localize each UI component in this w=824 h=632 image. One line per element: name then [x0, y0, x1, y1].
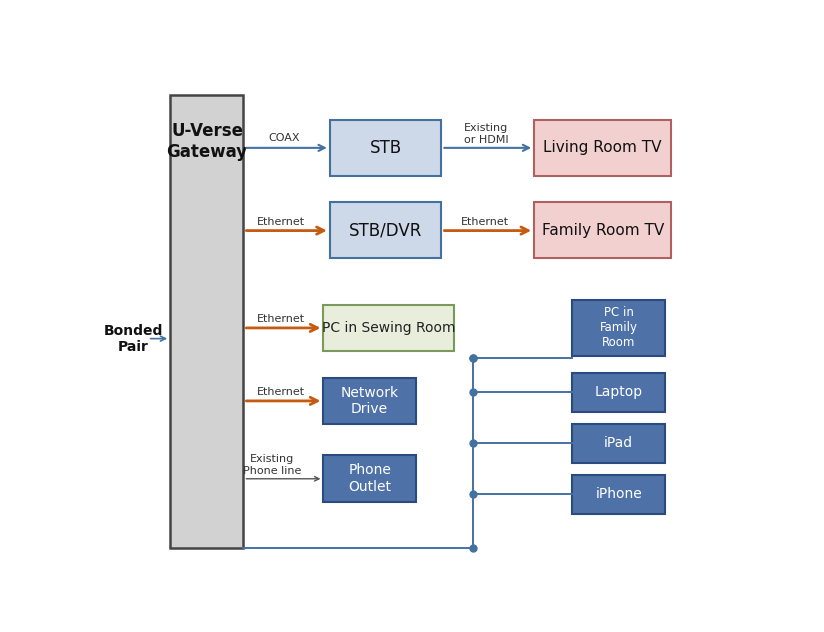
Bar	[573, 475, 665, 514]
Bar	[323, 377, 416, 424]
Text: iPhone: iPhone	[595, 487, 642, 501]
Text: Ethernet: Ethernet	[256, 387, 305, 397]
Bar	[330, 119, 442, 176]
Text: PC in Sewing Room: PC in Sewing Room	[322, 320, 456, 335]
Text: STB/DVR: STB/DVR	[349, 221, 422, 240]
Text: PC in
Family
Room: PC in Family Room	[600, 306, 638, 349]
Text: Ethernet: Ethernet	[256, 217, 305, 227]
Text: Laptop: Laptop	[595, 385, 643, 399]
Text: Ethernet: Ethernet	[461, 217, 509, 227]
Text: Living Room TV: Living Room TV	[544, 140, 662, 155]
Bar	[573, 300, 665, 356]
Bar	[534, 202, 672, 258]
Bar	[534, 119, 672, 176]
Text: Phone
Outlet: Phone Outlet	[348, 463, 391, 494]
Bar	[573, 424, 665, 463]
Text: iPad: iPad	[604, 436, 633, 450]
Bar	[323, 456, 416, 502]
Text: STB: STB	[369, 138, 401, 157]
Text: U-Verse
Gateway: U-Verse Gateway	[166, 122, 248, 161]
Bar	[573, 373, 665, 411]
Text: Network
Drive: Network Drive	[340, 386, 399, 416]
Text: COAX: COAX	[268, 133, 299, 143]
Text: Existing
or HDMI: Existing or HDMI	[464, 123, 508, 145]
Bar	[323, 305, 454, 351]
Bar	[170, 95, 244, 548]
Text: Existing
Phone line: Existing Phone line	[243, 454, 302, 476]
Bar	[330, 202, 442, 258]
Text: Family Room TV: Family Room TV	[541, 223, 664, 238]
Text: Ethernet: Ethernet	[256, 314, 305, 324]
Text: Bonded
Pair: Bonded Pair	[104, 324, 163, 354]
